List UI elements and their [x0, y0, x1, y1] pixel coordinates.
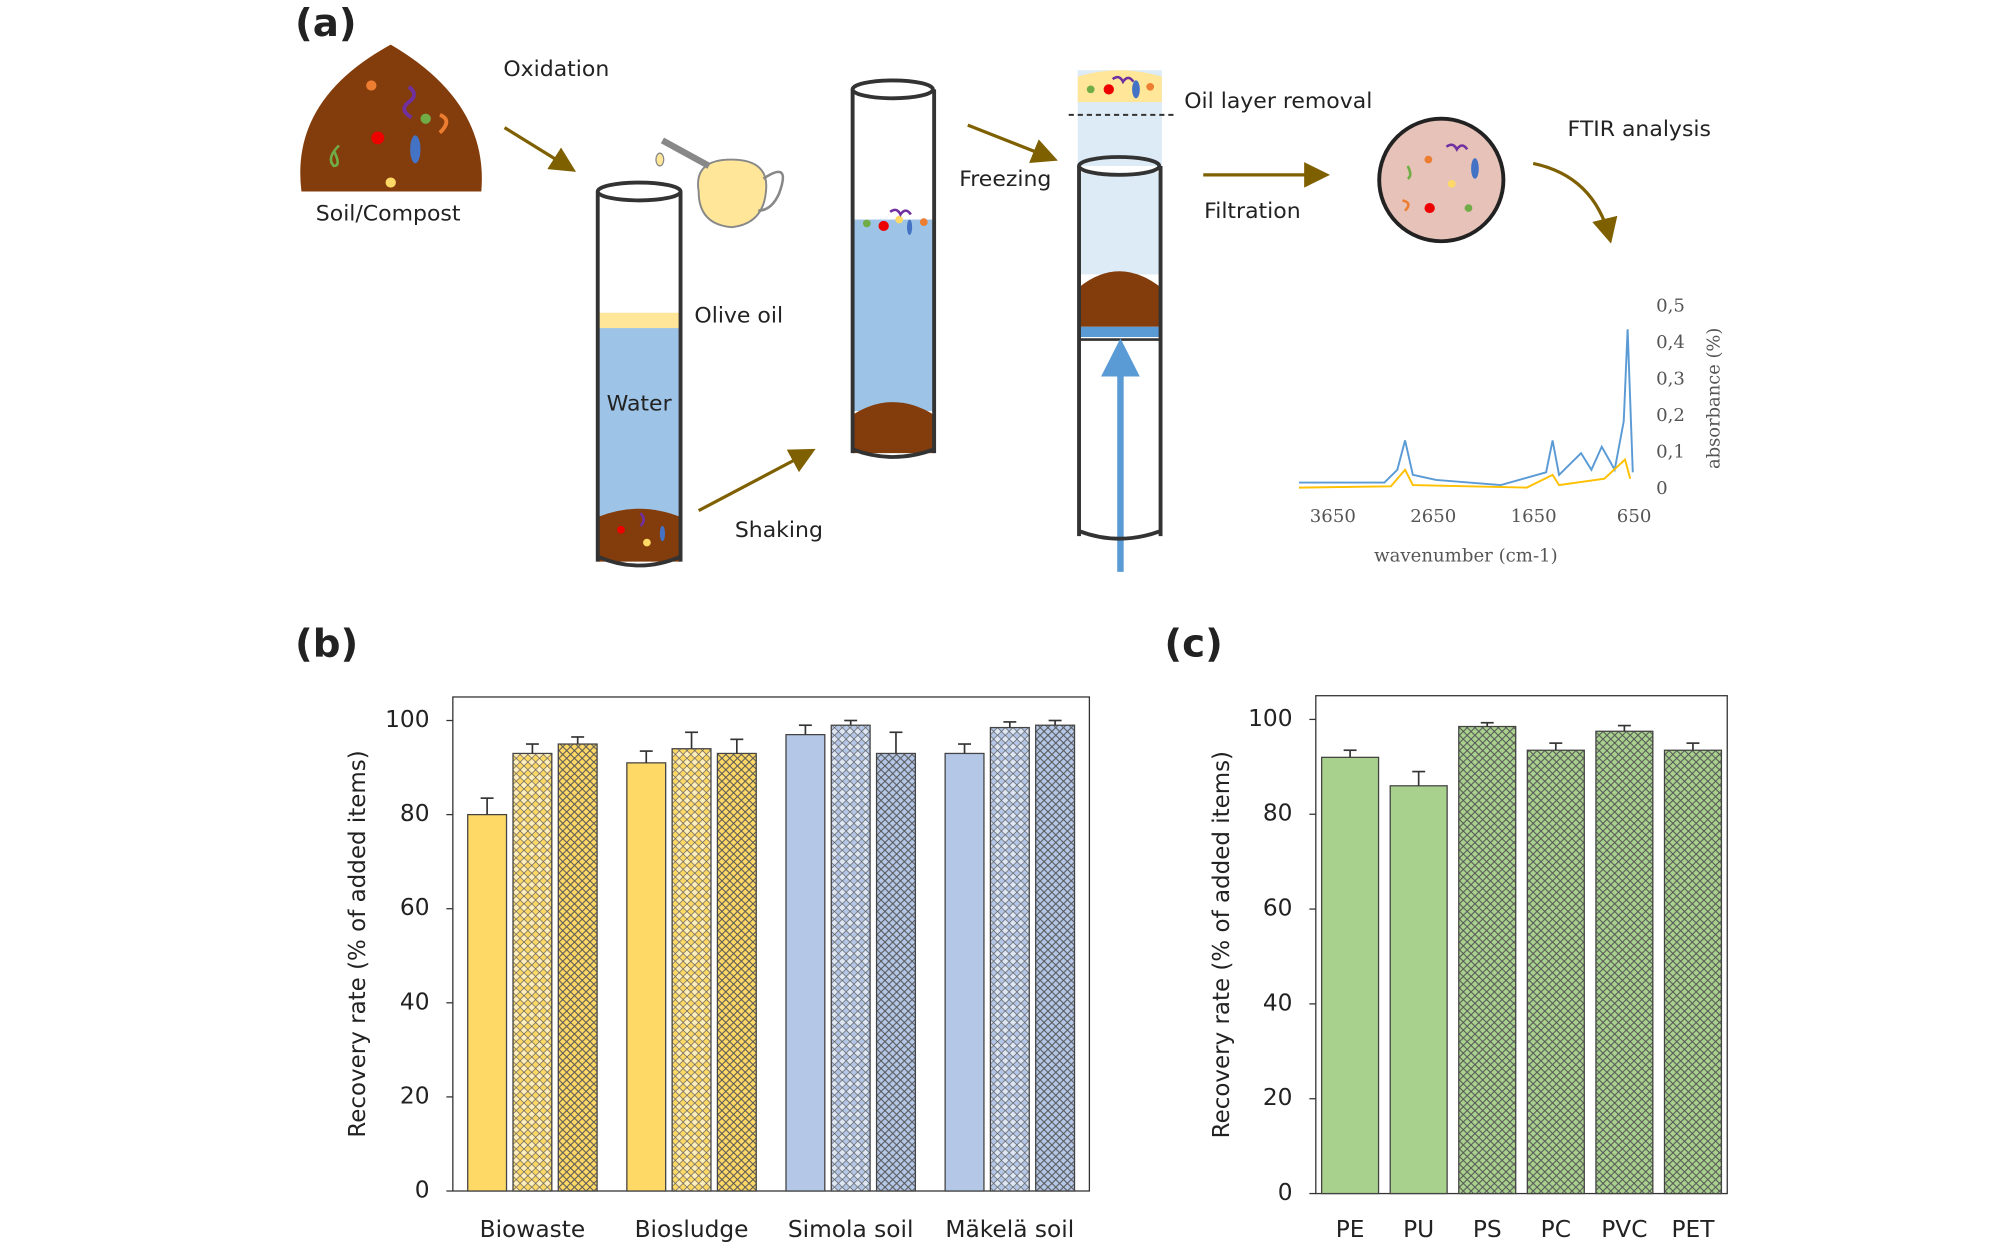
bar: [989, 726, 1030, 1192]
y-tick-label: 20: [1263, 1085, 1293, 1111]
y-axis-label: absorbance (%): [1703, 328, 1724, 469]
y-tick-label: 0,1: [1656, 441, 1685, 462]
y-axis-label: Recovery rate (% of added items): [1209, 751, 1235, 1138]
label: Oxidation: [503, 57, 609, 82]
label: Soil/Compost: [316, 202, 461, 227]
y-tick-label: 80: [1263, 801, 1293, 827]
y-axis-label: Recovery rate (% of added items): [345, 750, 371, 1137]
bar: [1320, 756, 1380, 1195]
bar: [512, 752, 553, 1192]
y-tick-label: 80: [400, 801, 430, 827]
arrow: [503, 126, 577, 172]
tube: [1068, 70, 1178, 572]
panel-label: (b): [295, 622, 358, 667]
y-tick-label: 0,3: [1656, 368, 1685, 389]
x-tick-label: Biowaste: [480, 1217, 586, 1243]
y-tick-label: 40: [400, 989, 430, 1015]
y-tick-label: 0,4: [1656, 332, 1685, 353]
label: Oil layer removal: [1184, 89, 1372, 114]
diagram: (a) Soil/Compost Oxidation Olive oil Wat…: [295, 1, 1711, 666]
x-tick-label: PVC: [1601, 1217, 1647, 1243]
bar: [467, 813, 508, 1192]
x-tick-label: Biosludge: [635, 1217, 749, 1243]
plot-frame: [1315, 695, 1728, 1195]
x-tick-label: 650: [1617, 506, 1652, 527]
y-tick-label: 100: [1248, 706, 1292, 732]
bar: [716, 752, 757, 1192]
x-tick-label: PU: [1403, 1217, 1434, 1243]
spectrum: [1298, 457, 1632, 489]
x-tick-label: Simola soil: [788, 1217, 914, 1243]
bar: [1389, 785, 1448, 1195]
bar: [671, 748, 712, 1192]
x-tick-label: 3650: [1310, 506, 1356, 527]
bar: [1663, 749, 1723, 1195]
x-tick-label: PE: [1336, 1217, 1365, 1243]
bar: [626, 762, 667, 1192]
x-tick-label: PS: [1473, 1217, 1502, 1243]
particles: [329, 80, 449, 188]
panel-label: (a): [295, 1, 357, 46]
bar: [1526, 749, 1585, 1195]
y-tick-label: 0: [1656, 478, 1668, 499]
label: Olive oil: [694, 304, 783, 329]
arrow: [697, 448, 816, 513]
oil-jug: [655, 137, 785, 229]
y-tick-label: 0: [1278, 1180, 1293, 1206]
y-tick-label: 40: [1263, 990, 1293, 1016]
bar: [830, 724, 871, 1192]
x-axis-label: wavenumber (cm-1): [1374, 546, 1558, 567]
x-tick-label: Mäkelä soil: [945, 1217, 1074, 1243]
arrow: [1532, 161, 1618, 244]
bar: [1595, 730, 1654, 1195]
x-tick-label: PC: [1541, 1217, 1571, 1243]
filter: [1377, 116, 1506, 244]
x-tick-label: 2650: [1410, 506, 1456, 527]
y-tick-label: 0,2: [1656, 405, 1685, 426]
tube: [595, 180, 683, 568]
tube: [850, 78, 937, 459]
y-tick-label: 0: [415, 1178, 430, 1204]
label: Freezing: [959, 167, 1051, 192]
soil-heap: [300, 44, 482, 192]
y-tick-label: 60: [400, 895, 430, 921]
y-tick-label: 100: [385, 707, 429, 733]
label: Filtration: [1204, 199, 1300, 224]
arrow: [967, 123, 1058, 164]
y-tick-label: 0,5: [1656, 295, 1685, 316]
bar: [785, 733, 826, 1192]
bar: [875, 752, 917, 1192]
panel-label: (c): [1164, 622, 1222, 667]
bar: [944, 752, 985, 1192]
label: Water: [607, 392, 672, 417]
bar: [1458, 725, 1517, 1195]
x-tick-label: 1650: [1511, 506, 1557, 527]
y-tick-label: 20: [400, 1083, 430, 1109]
x-tick-label: PET: [1671, 1217, 1715, 1243]
bar: [557, 743, 598, 1192]
bar: [1035, 724, 1076, 1192]
y-tick-label: 60: [1263, 896, 1293, 922]
plot-frame: [452, 696, 1091, 1192]
label: Shaking: [735, 518, 823, 543]
spectrum: [1298, 329, 1634, 487]
label: FTIR analysis: [1568, 117, 1711, 142]
